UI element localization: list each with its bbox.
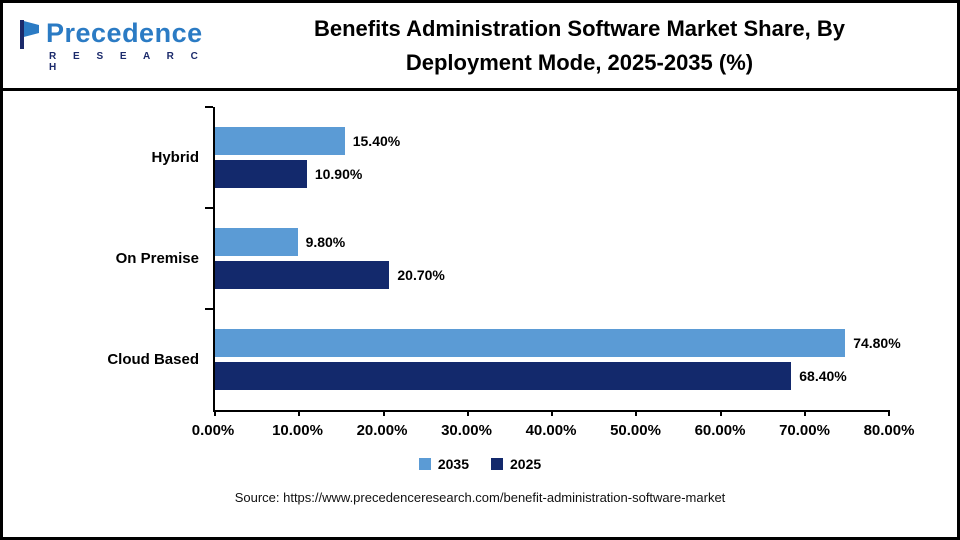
x-axis-tick xyxy=(719,410,722,416)
legend-swatch xyxy=(418,458,431,470)
plot-area: 15.40% 10.90% 9.80% 20.70% 74.80% 68.40% xyxy=(205,106,901,416)
bar-2025 xyxy=(215,362,792,390)
chart-title-line2: Deployment Mode, 2025-2035 (%) xyxy=(405,49,754,75)
logo-subtitle: R E S E A R C H xyxy=(49,51,205,73)
chart-title: Benefits Administration Software Market … xyxy=(222,12,943,80)
x-axis-tick xyxy=(803,410,806,416)
x-tick-label: 60.00% xyxy=(694,422,746,439)
bar-2035 xyxy=(215,127,345,155)
chart-area: Hybrid On Premise Cloud Based 15.40% 10.90%… xyxy=(3,106,957,416)
bar-row: 9.80% xyxy=(215,228,889,256)
x-tick-label: 0.00% xyxy=(191,422,235,439)
x-axis-tick xyxy=(214,410,216,416)
x-tick-label: 80.00% xyxy=(863,422,915,439)
x-tick-label: 70.00% xyxy=(779,422,830,439)
x-tick-label: 30.00% xyxy=(441,422,492,439)
bar-value-label: 10.90% xyxy=(314,166,363,182)
bar-group: 9.80% 20.70% xyxy=(205,207,889,309)
bar-row: 74.80% xyxy=(215,329,901,357)
legend-item-2025: 2025 xyxy=(491,456,541,472)
category-label: On Premise xyxy=(115,250,199,267)
legend-label: 2035 xyxy=(437,456,469,472)
x-axis-tick xyxy=(551,410,553,416)
source-text: Source: https://www.precedenceresearch.c… xyxy=(234,490,726,505)
bar-value-label: 68.40% xyxy=(799,368,847,384)
chart-title-line1: Benefits Administration Software Market … xyxy=(314,15,845,41)
logo-flag-icon xyxy=(20,19,39,49)
category-labels: Hybrid On Premise Cloud Based xyxy=(3,107,213,412)
x-tick-label: 10.00% xyxy=(272,422,323,439)
legend: 2035 2025 xyxy=(3,456,957,472)
bar-value-label: 15.40% xyxy=(352,133,401,149)
x-tick-label: 40.00% xyxy=(525,422,577,439)
bar-2025 xyxy=(215,261,390,289)
bar-row: 68.40% xyxy=(215,362,889,390)
bar-row: 15.40% xyxy=(215,127,889,155)
bar-value-label: 9.80% xyxy=(305,234,346,250)
logo-top-row: Precedence xyxy=(17,18,222,49)
category-label: Cloud Based xyxy=(107,351,199,368)
bar-group: 74.80% 68.40% xyxy=(205,308,901,410)
header: Precedence R E S E A R C H Benefits Admi… xyxy=(3,3,957,91)
legend-swatch xyxy=(491,458,503,470)
x-axis-tick xyxy=(888,410,890,416)
x-axis-tick xyxy=(635,410,638,416)
bar-row: 10.90% xyxy=(215,160,889,188)
bar-2035 xyxy=(215,329,846,357)
bar-value-label: 20.70% xyxy=(397,267,445,283)
x-axis-labels: 0.00% 10.00% 20.00% 30.00% 40.00% 50.00% 60.00… xyxy=(192,412,915,444)
x-axis-tick xyxy=(298,410,301,416)
bar-row: 20.70% xyxy=(215,261,889,289)
logo-name: Precedence xyxy=(46,18,203,48)
category-label: Hybrid xyxy=(151,149,199,166)
legend-item-2035: 2035 xyxy=(418,456,469,472)
x-tick-label: 20.00% xyxy=(356,422,408,439)
legend-label: 2025 xyxy=(510,456,542,472)
precedence-research-logo: Precedence R E S E A R C H xyxy=(17,18,222,73)
x-axis-tick xyxy=(382,410,385,416)
bar-group: 15.40% 10.90% xyxy=(205,106,889,208)
bar-value-label: 74.80% xyxy=(853,335,901,351)
bar-2035 xyxy=(215,228,298,256)
x-axis-tick xyxy=(466,410,469,416)
x-tick-label: 50.00% xyxy=(610,422,661,439)
bar-2025 xyxy=(215,160,307,188)
